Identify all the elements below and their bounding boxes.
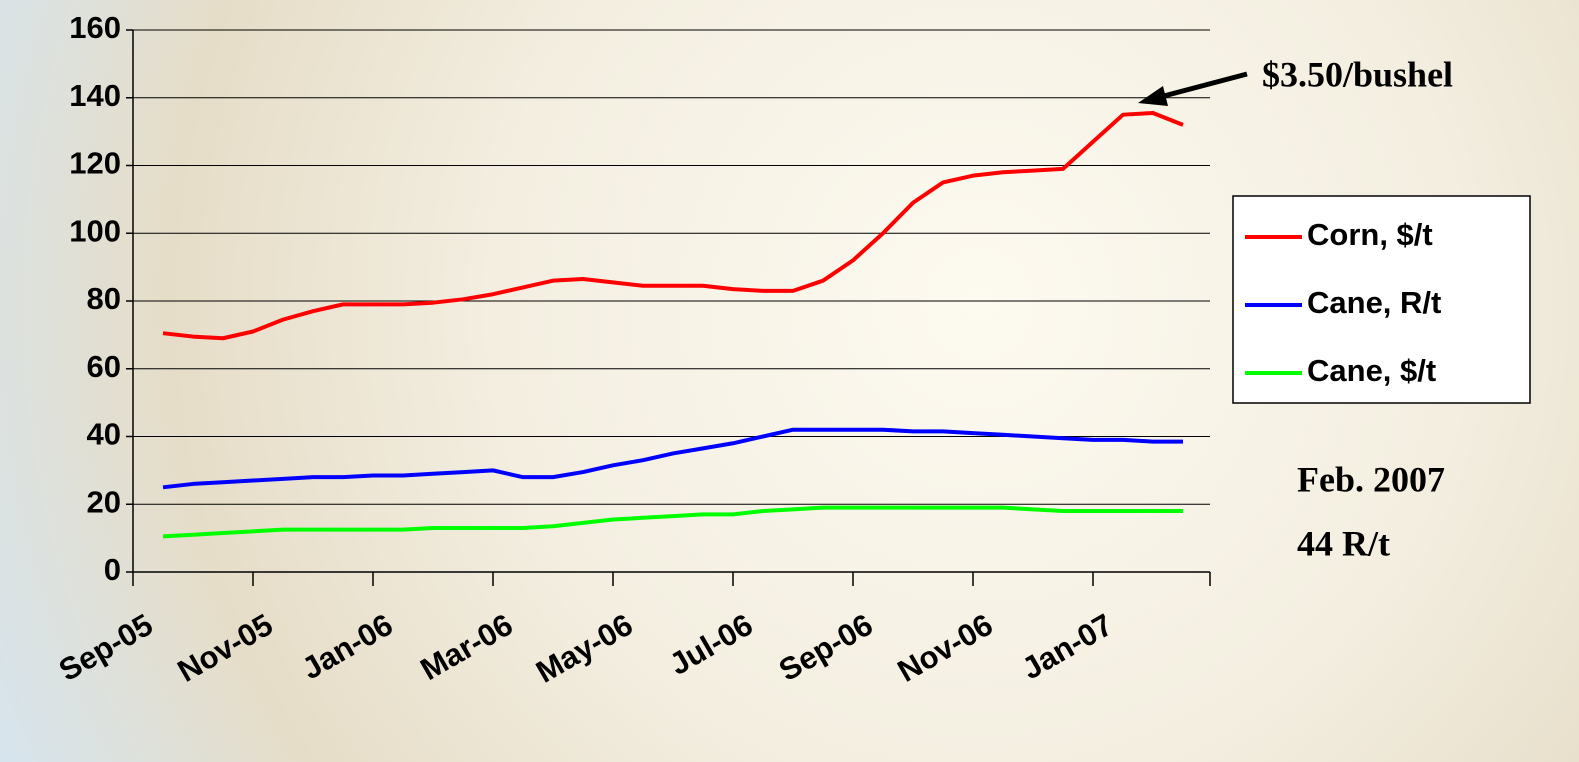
- legend: [1232, 195, 1531, 404]
- arrow-head: [1138, 86, 1168, 106]
- y-tick-label: 60: [87, 349, 121, 384]
- y-tick-label: 100: [69, 213, 121, 248]
- annotation: 44 R/t: [1297, 523, 1390, 563]
- series-line: [162, 427, 1183, 490]
- y-tick-label: 20: [87, 484, 121, 519]
- x-tick-label: Nov-05: [172, 607, 279, 689]
- annotation: Feb. 2007: [1297, 459, 1445, 499]
- x-tick-label: Sep-06: [773, 607, 879, 688]
- x-tick-label: Mar-06: [415, 607, 519, 687]
- x-tick-label: Nov-06: [892, 607, 999, 689]
- legend-label: Cane, $/t: [1307, 353, 1436, 388]
- y-tick-label: 40: [87, 417, 121, 452]
- legend-label: Cane, R/t: [1307, 285, 1441, 320]
- x-tick-label: Jan-06: [296, 607, 399, 686]
- annotation: $3.50/bushel: [1262, 54, 1453, 94]
- legend-label: Corn, $/t: [1307, 217, 1433, 252]
- x-tick-label: Jan-07: [1016, 607, 1119, 686]
- x-tick-label: Sep-05: [53, 607, 159, 688]
- series-line: [162, 505, 1183, 539]
- y-tick-label: 0: [104, 552, 121, 587]
- y-tick-label: 80: [87, 281, 121, 316]
- y-tick-label: 120: [69, 146, 121, 181]
- y-tick-label: 140: [69, 78, 121, 113]
- arrow: [1159, 71, 1248, 100]
- y-tick-label: 160: [69, 10, 121, 45]
- x-tick-label: Jul-06: [663, 607, 758, 682]
- series-line: [162, 110, 1184, 341]
- x-tick-label: May-06: [530, 607, 639, 690]
